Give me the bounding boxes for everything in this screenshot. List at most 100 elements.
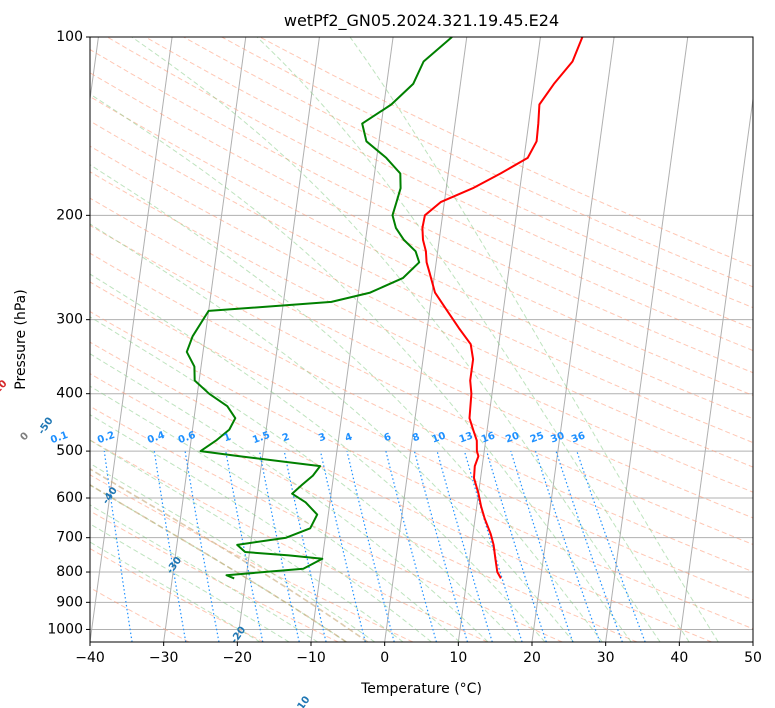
dry-adiabat-line [90,474,414,642]
mixing-ratio-label: 30 [549,430,566,445]
dry-adiabat-label: 0 [18,430,31,443]
profile-lines [185,37,584,580]
plot-frame [89,36,754,643]
mixing-ratio-label: 13 [458,430,475,445]
y-tick-label: 800 [56,564,83,580]
mixing-ratio-label: 0.2 [96,430,116,446]
moist-adiabat-line [90,93,632,642]
adiabat-layer [57,37,753,642]
isotherm-label: -20 [229,625,248,646]
isotherm-line [236,37,320,642]
x-tick-label: 40 [670,650,688,666]
mixing-ratio-label: 8 [411,432,421,445]
y-axis: 100 200 300 400 500 600 700 800 900 1000 [47,29,90,637]
dry-adiabat-line [90,171,753,493]
y-tick-label: 700 [56,530,83,546]
x-tick-label: −20 [223,650,253,666]
dry-adiabat-line [90,548,264,642]
dry-adiabat-line [90,145,753,468]
dry-adiabat-line [90,439,488,642]
mixing-ratio-label: 4 [344,432,354,445]
mixing-ratio-label: 1 [222,432,232,445]
mixing-ratio-line [486,450,547,642]
moist-adiabat-line [90,223,574,642]
dry-adiabat-line [90,224,753,545]
dry-adiabat-line [90,96,753,420]
dry-adiabat-line [107,37,753,352]
y-tick-label: 200 [56,207,83,223]
x-tick-label: −10 [296,650,326,666]
x-tick-label: 50 [744,650,762,666]
isotherm-line [384,37,468,642]
mixing-ratio-line [225,450,264,642]
y-tick-label: 300 [56,312,83,328]
x-tick-label: −30 [149,650,179,666]
mixing-ratio-label: 10 [430,430,447,445]
isotherm-line [752,638,753,642]
mixing-ratio-line [576,450,646,642]
y-tick-label: 100 [56,29,83,45]
y-tick-label: 600 [56,490,83,506]
dry-adiabat-line [90,341,712,642]
moist-adiabat-line [256,37,690,642]
dewpoint-line [185,37,453,580]
mixing-ratio-line [57,451,81,642]
y-tick-label: 400 [56,386,83,402]
moist-adiabat-line [90,414,432,642]
x-tick-label: 30 [597,650,615,666]
grid-layer [90,37,753,642]
mixing-ratio-line [184,451,220,642]
dry-adiabat-line [90,48,753,374]
mixing-ratio-label: 1.5 [251,430,271,446]
moist-adiabat-line [90,523,290,642]
mixing-ratio-line [153,451,187,642]
x-tick-label: 10 [449,650,467,666]
mixing-ratio-label: 2 [281,432,291,445]
dry-adiabat-line [90,120,753,444]
dry-adiabat-line [259,37,753,268]
moist-adiabat-line [349,37,719,642]
mixing-ratio-label: 3 [317,432,327,445]
moist-adiabat-line [90,273,546,642]
x-tick-label: −40 [75,650,105,666]
chart-title: wetPf2_GN05.2024.321.19.45.E24 [284,11,559,31]
dry-adiabat-line [183,37,753,309]
isotherm-line [457,37,541,642]
moist-adiabat-line [90,316,517,642]
line-labels: -100-90-80-70-60-50-40-30-20-10010203040… [0,378,587,708]
temperature-line [421,37,584,579]
mixing-ratio-line [103,451,133,642]
isotherm-label: -10 [293,694,312,708]
moist-adiabat-line [90,439,404,642]
dry-adiabat-line [90,373,638,642]
dry-adiabat-line [90,405,563,642]
dry-adiabat-line [145,37,753,330]
moist-adiabat-line [90,541,261,642]
mixing-ratio-line [385,450,437,642]
moist-adiabat-line [90,484,347,642]
mixing-ratio-line [258,450,300,642]
isotherm-label: -40 [101,485,120,506]
mixing-ratio-label: 20 [504,430,521,445]
mixing-ratio-line [319,450,366,642]
y-axis-label: Pressure (hPa) [13,289,29,389]
mixing-ratio-label: 36 [570,430,587,445]
y-tick-label: 1000 [47,621,83,637]
mixing-ratio-line [555,450,623,642]
isotherm-line [90,37,173,642]
isotherm-line [531,37,615,642]
mixing-ratio-line [346,450,395,642]
moist-adiabat-line [90,385,461,642]
isotherm-line [605,37,689,642]
reference-curve [90,468,369,642]
dry-adiabat-line [90,281,753,601]
mixing-ratio-label: 16 [480,430,497,445]
mixing-ratio-line [436,450,493,642]
reference-curve [90,483,347,642]
isotherm-line [163,37,247,642]
moist-adiabat-line [90,462,376,642]
dry-adiabat-label: 10 [0,378,10,396]
mixing-ratio-line [413,450,469,642]
mixing-ratio-label: 6 [383,432,393,445]
